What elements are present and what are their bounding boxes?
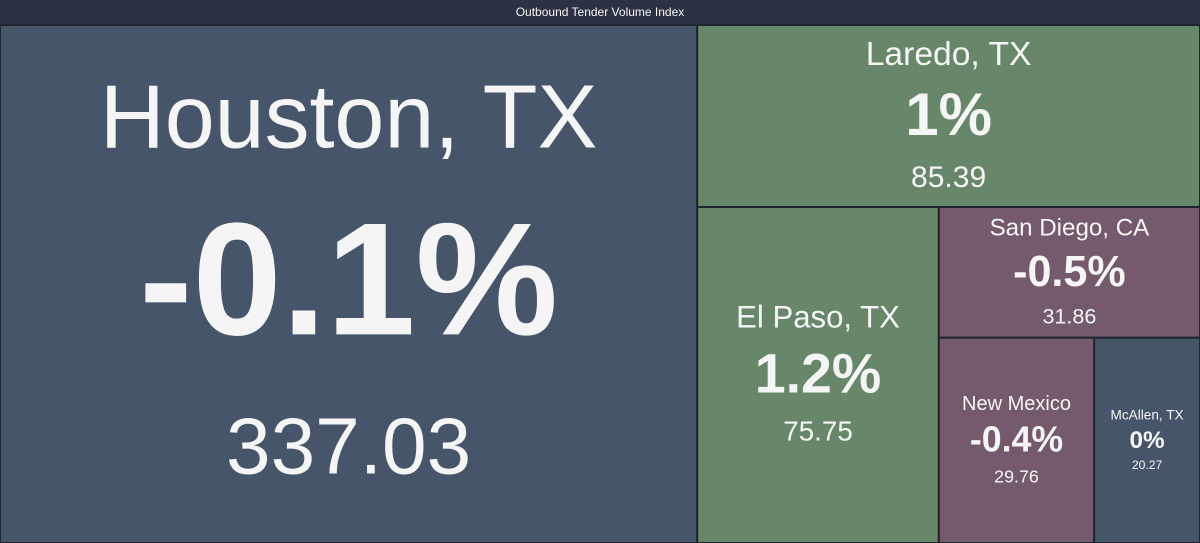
change-label: -0.5% bbox=[1013, 248, 1126, 296]
tile-label: New Mexico bbox=[962, 393, 1071, 415]
value-label: 29.76 bbox=[994, 467, 1039, 487]
chart-title: Outbound Tender Volume Index bbox=[516, 5, 685, 19]
tile-label: San Diego, CA bbox=[990, 215, 1151, 242]
value-label: 85.39 bbox=[911, 161, 986, 194]
change-label: 1.2% bbox=[755, 342, 882, 404]
header-bar bbox=[0, 0, 1200, 25]
tile-label: Houston, TX bbox=[100, 67, 597, 167]
value-label: 75.75 bbox=[783, 416, 852, 447]
change-label: 1% bbox=[905, 81, 992, 148]
tile bbox=[696, 206, 940, 543]
tile-label: McAllen, TX bbox=[1111, 408, 1184, 423]
value-label: 31.86 bbox=[1042, 303, 1096, 328]
change-label: 0% bbox=[1130, 427, 1165, 454]
change-label: -0.4% bbox=[970, 420, 1063, 460]
tile bbox=[0, 24, 699, 543]
tile-label: El Paso, TX bbox=[736, 300, 900, 335]
value-label: 20.27 bbox=[1132, 458, 1163, 472]
tile bbox=[937, 206, 1200, 339]
tile bbox=[1093, 336, 1200, 543]
change-label: -0.1% bbox=[139, 189, 558, 368]
value-label: 337.03 bbox=[226, 401, 471, 491]
tile bbox=[696, 24, 1200, 209]
tile-label: Laredo, TX bbox=[866, 36, 1032, 73]
